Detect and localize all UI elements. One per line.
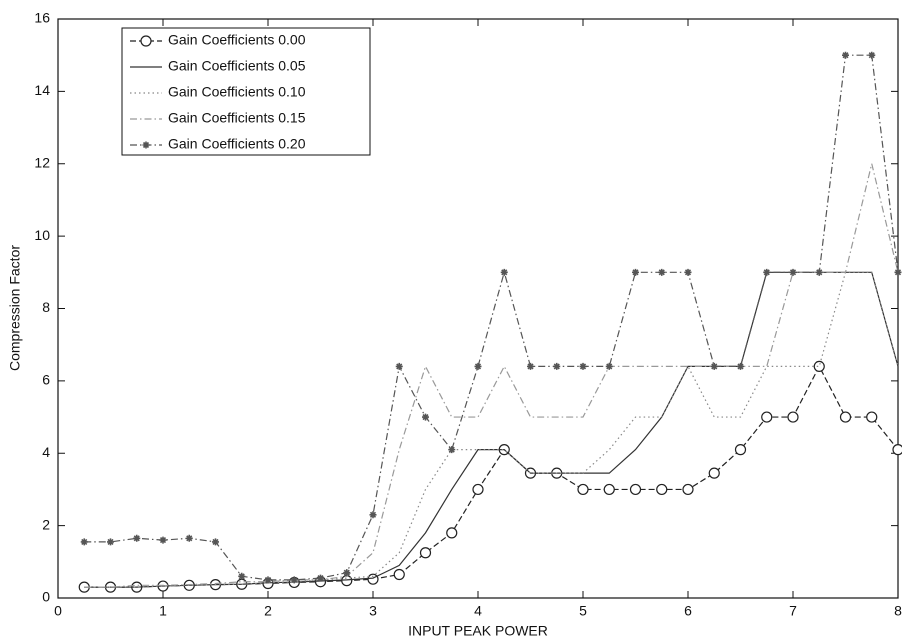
legend-marker: [142, 141, 150, 149]
x-tick-label: 6: [684, 603, 692, 619]
data-point: [839, 411, 852, 423]
data-point: [815, 268, 823, 276]
legend-label: Gain Coefficients 0.00: [168, 32, 306, 48]
data-point: [343, 569, 351, 577]
data-point: [290, 576, 298, 584]
data-point: [708, 467, 720, 479]
x-axis-label: INPUT PEAK POWER: [408, 623, 548, 639]
series-line: [84, 271, 899, 588]
data-point: [474, 362, 482, 370]
y-tick-label: 16: [34, 10, 50, 26]
y-tick-label: 10: [34, 227, 50, 243]
data-point: [107, 538, 114, 546]
legend-box: [121, 27, 371, 156]
x-tick-label: 2: [264, 603, 272, 619]
data-point: [393, 568, 405, 581]
data-point: [527, 362, 534, 370]
y-tick-label: 8: [42, 299, 50, 315]
x-tick-label: 8: [894, 603, 902, 619]
data-point: [317, 574, 324, 582]
data-point: [448, 446, 456, 454]
data-point: [472, 483, 484, 496]
legend-label: Gain Coefficients 0.10: [168, 84, 306, 100]
data-point: [264, 576, 272, 584]
data-point: [419, 547, 432, 559]
series-line: [84, 365, 899, 588]
data-point: [763, 268, 771, 276]
data-point: [603, 483, 615, 496]
data-point: [894, 268, 902, 276]
data-point: [787, 411, 799, 423]
x-tick-label: 3: [369, 603, 377, 619]
data-point: [80, 538, 88, 546]
data-point: [658, 268, 666, 276]
data-point: [684, 268, 692, 276]
data-point: [629, 483, 642, 496]
y-tick-label: 0: [42, 589, 50, 605]
y-tick-label: 12: [34, 154, 50, 170]
data-point: [185, 534, 193, 542]
data-point: [892, 444, 902, 456]
y-tick-label: 4: [42, 444, 50, 460]
data-point: [710, 362, 718, 370]
data-point: [866, 411, 878, 423]
data-point: [212, 538, 219, 546]
data-point: [605, 362, 613, 370]
x-tick-label: 0: [54, 603, 62, 619]
x-tick-label: 5: [579, 603, 587, 619]
data-point: [500, 268, 508, 276]
series-line: [84, 163, 899, 588]
data-point: [133, 534, 141, 542]
data-point: [656, 483, 668, 496]
x-tick-label: 4: [474, 603, 482, 619]
x-tick-label: 1: [159, 603, 167, 619]
data-point: [238, 572, 246, 580]
data-point: [395, 362, 403, 370]
y-tick-label: 6: [42, 372, 50, 388]
data-point: [369, 511, 377, 519]
data-point: [579, 362, 587, 370]
y-tick-label: 2: [42, 516, 50, 532]
data-point: [159, 536, 167, 544]
data-point: [737, 362, 744, 370]
data-point: [842, 51, 849, 59]
data-point: [632, 268, 639, 276]
y-axis-label: Compression Factor: [7, 245, 23, 371]
series-line: [84, 54, 899, 581]
data-point: [868, 51, 876, 59]
legend-label: Gain Coefficients 0.15: [168, 110, 306, 126]
legend-marker: [140, 35, 152, 47]
data-point: [682, 483, 694, 496]
data-point: [446, 527, 458, 539]
data-point: [577, 483, 589, 496]
data-point: [422, 413, 429, 421]
legend-label: Gain Coefficients 0.20: [168, 136, 306, 152]
data-point: [789, 268, 797, 276]
y-tick-label: 14: [34, 82, 50, 98]
legend-label: Gain Coefficients 0.05: [168, 58, 306, 74]
data-point: [734, 444, 747, 456]
data-point: [813, 360, 825, 372]
data-point: [761, 411, 773, 423]
x-tick-label: 7: [789, 603, 797, 619]
data-point: [553, 362, 561, 370]
